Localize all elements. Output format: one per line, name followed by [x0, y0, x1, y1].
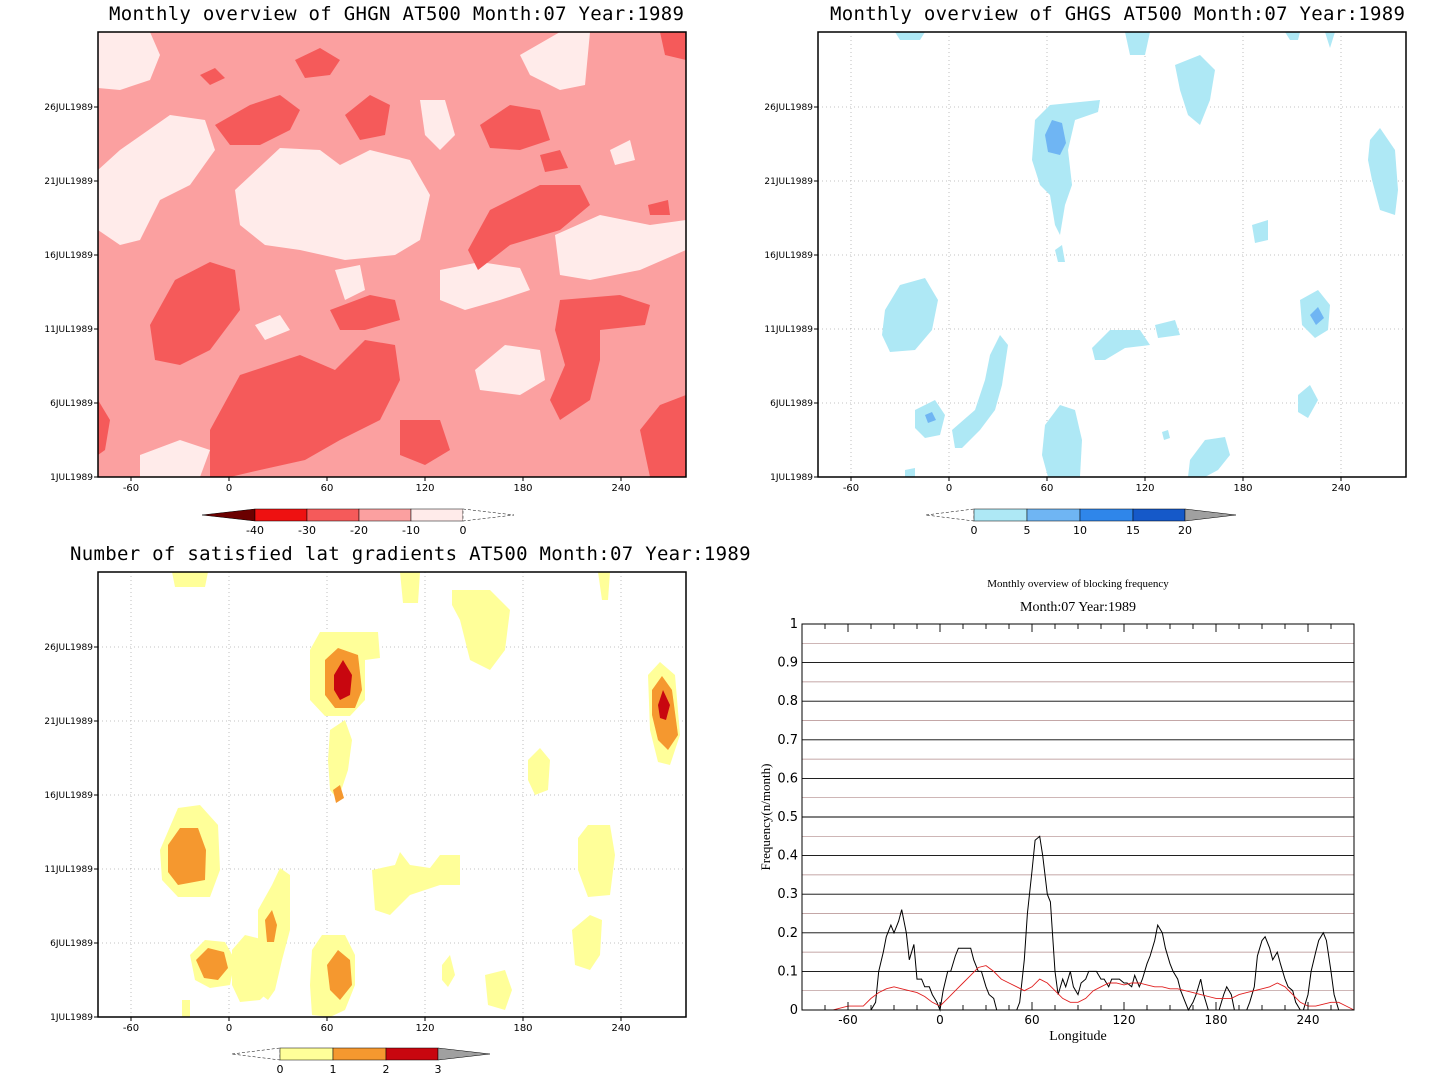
y-tick-label: 1JUL1989 [770, 473, 813, 483]
x-tick-label: 120 [1113, 1013, 1136, 1027]
y-tick-label: 0.2 [777, 926, 798, 941]
x-tick-label: 0 [226, 1023, 232, 1034]
x-tick-label: 240 [1331, 483, 1350, 494]
x-tick-label: 60 [1041, 483, 1054, 494]
colorbar-label: 0 [460, 524, 467, 537]
y-tick-label: 0.1 [777, 964, 798, 979]
y-tick-label: 16JUL1989 [44, 791, 93, 801]
y-tick-label: 1JUL1989 [50, 1013, 93, 1023]
x-tick-label: 180 [1233, 483, 1252, 494]
colorbar-label: 20 [1178, 524, 1192, 537]
x-tick-label: 0 [226, 483, 232, 494]
y-tick-label: 0 [790, 1003, 798, 1018]
x-tick-label: 120 [415, 483, 434, 494]
y-tick-label: 0.7 [777, 733, 798, 748]
x-tick-label: 60 [321, 483, 334, 494]
colorbar-label: -40 [246, 524, 264, 537]
x-tick-label: 180 [513, 483, 532, 494]
colorbar-label: 2 [383, 1063, 390, 1076]
x-tick-label: -60 [123, 1023, 139, 1034]
colorbar-label: 10 [1073, 524, 1087, 537]
x-tick-label: -60 [838, 1013, 858, 1027]
x-tick-label: 0 [936, 1013, 944, 1027]
y-axis-label: Frequency(n/month) [758, 764, 773, 871]
colorbar-label: 1 [330, 1063, 337, 1076]
y-tick-label: 16JUL1989 [764, 251, 813, 261]
x-tick-label: 120 [1135, 483, 1154, 494]
panel-1-title: Monthly overview of GHGN AT500 Month:07 … [109, 3, 685, 25]
y-tick-label: 0.5 [777, 810, 798, 825]
colorbar-label: 0 [277, 1063, 284, 1076]
y-tick-label: 21JUL1989 [764, 177, 813, 187]
colorbar-label: 15 [1126, 524, 1140, 537]
y-tick-label: 0.3 [777, 887, 798, 902]
x-tick-label: 240 [611, 1023, 630, 1034]
x-tick-label: 180 [1205, 1013, 1228, 1027]
x-tick-label: 240 [611, 483, 630, 494]
chart-subtitle: Month:07 Year:1989 [1020, 600, 1136, 615]
ghgs-colorbar: 0 5 10 15 20 [925, 508, 1237, 537]
x-tick-label: -60 [123, 483, 139, 494]
colorbar-label: 0 [971, 524, 978, 537]
colorbar-label: -10 [402, 524, 420, 537]
x-tick-label: 60 [321, 1023, 334, 1034]
y-tick-label: 11JUL1989 [44, 865, 93, 875]
series-line [802, 835, 1354, 1012]
ghgs-chart: 1JUL1989 6JUL1989 11JUL1989 16JUL1989 21… [764, 31, 1407, 537]
panel-3-title: Number of satisfied lat gradients AT500 … [70, 543, 751, 565]
y-tick-label: 11JUL1989 [44, 325, 93, 335]
series-line [802, 965, 1355, 1011]
x-tick-label: 60 [1024, 1013, 1039, 1027]
y-tick-label: 16JUL1989 [44, 251, 93, 261]
ghgn-chart: 1JUL1989 6JUL1989 11JUL1989 16JUL1989 21… [44, 31, 687, 537]
y-tick-label: 21JUL1989 [44, 177, 93, 187]
x-tick-label: 180 [513, 1023, 532, 1034]
y-tick-label: 1 [790, 617, 798, 632]
y-tick-label: 1JUL1989 [50, 473, 93, 483]
y-tick-label: 0.4 [777, 849, 798, 864]
x-tick-label: 240 [1297, 1013, 1320, 1027]
colorbar-label: 3 [435, 1063, 442, 1076]
blocking-frequency-chart: Monthly overview of blocking frequency M… [758, 578, 1355, 1044]
colorbar-label: 5 [1024, 524, 1031, 537]
colorbar-label: -20 [350, 524, 368, 537]
y-tick-label: 6JUL1989 [770, 399, 813, 409]
y-tick-label: 21JUL1989 [44, 717, 93, 727]
y-tick-label: 0.8 [777, 694, 798, 709]
y-tick-label: 26JUL1989 [44, 643, 93, 653]
panel-2-title: Monthly overview of GHGS AT500 Month:07 … [830, 3, 1406, 25]
y-tick-label: 26JUL1989 [44, 103, 93, 113]
y-tick-label: 6JUL1989 [50, 939, 93, 949]
ghgn-colorbar: -40 -30 -20 -10 0 [201, 508, 515, 537]
colorbar-label: -30 [298, 524, 316, 537]
x-tick-label: 120 [415, 1023, 434, 1034]
chart-title: Monthly overview of blocking frequency [987, 578, 1169, 590]
y-tick-label: 6JUL1989 [50, 399, 93, 409]
lat-gradients-colorbar: 0 1 2 3 [231, 1047, 491, 1076]
y-tick-label: 26JUL1989 [764, 103, 813, 113]
y-tick-label: 0.9 [777, 656, 798, 671]
lat-gradients-chart: 1JUL1989 6JUL1989 11JUL1989 16JUL1989 21… [44, 571, 687, 1076]
x-axis-label: Longitude [1049, 1029, 1107, 1044]
x-tick-label: -60 [843, 483, 859, 494]
x-tick-label: 0 [946, 483, 952, 494]
y-tick-label: 11JUL1989 [764, 325, 813, 335]
y-tick-label: 0.6 [777, 771, 798, 786]
